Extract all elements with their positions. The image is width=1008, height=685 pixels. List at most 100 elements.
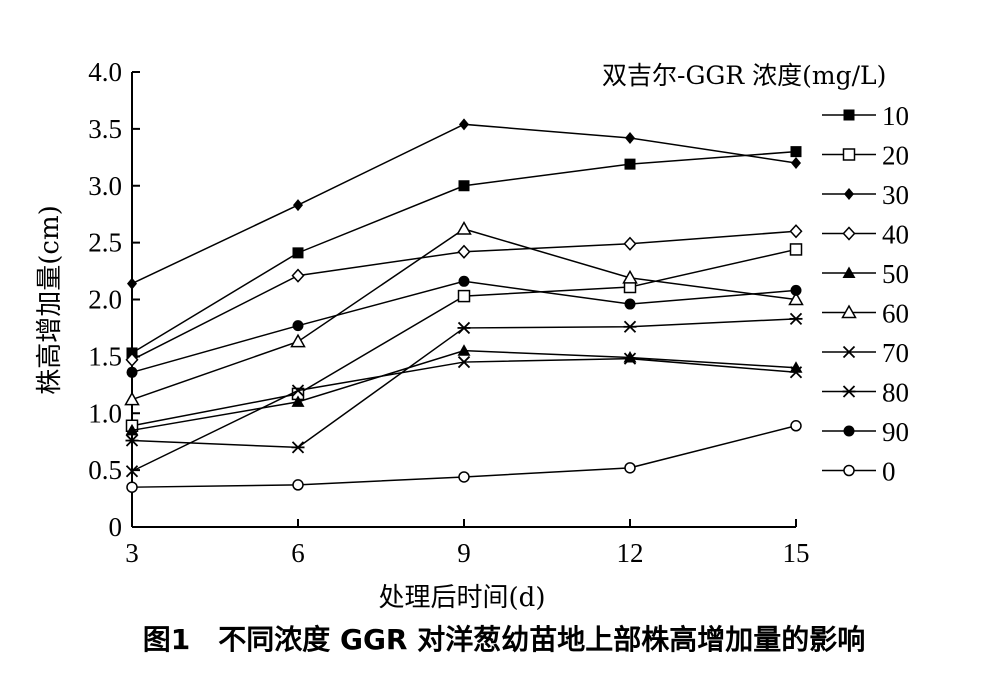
legend-title: 双吉尔-GGR 浓度(mg/L) [602,61,886,90]
series-70 [125,352,803,478]
data-point [623,320,637,333]
legend-item-30: 30 [822,180,909,210]
data-point [126,366,138,378]
data-point [124,391,140,406]
legend-label: 0 [882,457,896,487]
data-point [291,441,305,454]
data-point [843,464,855,477]
legend-item-70: 70 [822,338,909,368]
data-point [842,226,856,241]
data-point [125,423,139,436]
series-40 [125,224,803,367]
data-point [842,345,856,359]
series-20 [125,243,803,433]
y-tick-label: 2.5 [88,228,122,258]
data-point [456,220,472,235]
data-point [457,244,471,259]
data-point [789,224,803,239]
data-point [457,344,471,356]
data-point [126,481,138,493]
y-axis-title: 株高增加量(cm) [35,205,65,395]
legend-item-90: 90 [822,417,909,447]
data-point [844,188,854,200]
series-0 [126,420,802,493]
data-point [623,352,637,365]
data-point [624,462,636,474]
legend-label: 30 [882,180,909,210]
data-point [842,148,856,161]
series-80 [125,312,803,454]
data-point [458,471,470,483]
series-60 [124,220,804,406]
series-50 [125,344,803,436]
data-point [293,199,303,212]
data-point [789,312,803,325]
data-point [291,268,305,283]
legend-label: 50 [882,259,909,289]
legend-item-50: 50 [822,259,909,289]
series-line [131,123,797,285]
figure-caption: 图1 不同浓度 GGR 对洋葱幼苗地上部株高增加量的影响 [142,623,866,656]
y-tick-label: 2.0 [88,285,122,315]
data-point [788,291,804,306]
data-point [291,395,305,407]
data-point [458,275,470,287]
y-tick-label: 0 [109,512,123,542]
legend-label: 60 [882,299,909,329]
data-point [622,269,638,284]
data-point [841,304,857,319]
legend-label: 90 [882,417,909,447]
legend-item-10: 10 [822,101,909,131]
legend-label: 20 [882,141,909,171]
legend-item-20: 20 [822,141,909,171]
series-line [131,318,797,449]
legend-label: 70 [882,338,909,368]
data-point [790,146,802,158]
data-point [292,479,304,491]
x-tick-label: 9 [457,538,471,568]
line-chart: 0 0.5 1.0 1.5 2.0 2.5 3.0 3.5 4.0 3 6 9 12 15 双吉尔-GGR… [35,57,909,610]
y-tick-label: 1.5 [88,341,122,371]
data-point [791,157,801,169]
data-point [789,366,803,379]
data-point [290,333,306,348]
legend-item-80: 80 [822,378,909,408]
x-tick-label: 6 [291,538,305,568]
series-90 [126,275,802,378]
data-point [292,247,304,259]
y-tick-label: 3.5 [88,114,122,144]
legend-label: 80 [882,378,909,408]
x-axis-title: 处理后时间(d) [379,583,546,610]
legend-item-60: 60 [822,299,909,329]
legend-item-0: 0 [822,457,896,487]
data-point [843,109,855,121]
data-point [625,131,635,144]
data-point [459,118,469,131]
legend-item-40: 40 [822,220,909,250]
data-point [624,298,636,310]
data-point [842,266,856,278]
data-point [842,385,856,398]
data-point [624,158,636,170]
y-tick-label: 0.5 [88,455,122,485]
x-tick-label: 15 [783,538,810,568]
data-point [457,289,471,303]
x-tick-label: 3 [125,538,139,568]
data-point [843,425,855,437]
chart-lines [124,118,804,493]
legend-label: 10 [882,101,909,131]
series-30 [127,118,801,290]
y-tick-label: 4.0 [88,57,122,87]
data-point [789,243,803,256]
data-point [291,384,305,397]
legend-label: 40 [882,220,909,250]
data-point [623,236,637,251]
series-line [131,357,797,472]
data-point [790,420,802,432]
chart-legend: 双吉尔-GGR 浓度(mg/L) 10 20 30 40 50 60 70 80 90 0 [602,61,909,487]
data-point [127,277,137,290]
data-point [458,180,470,192]
data-point [125,465,139,478]
x-tick-label: 12 [617,538,644,568]
data-point [292,320,304,332]
